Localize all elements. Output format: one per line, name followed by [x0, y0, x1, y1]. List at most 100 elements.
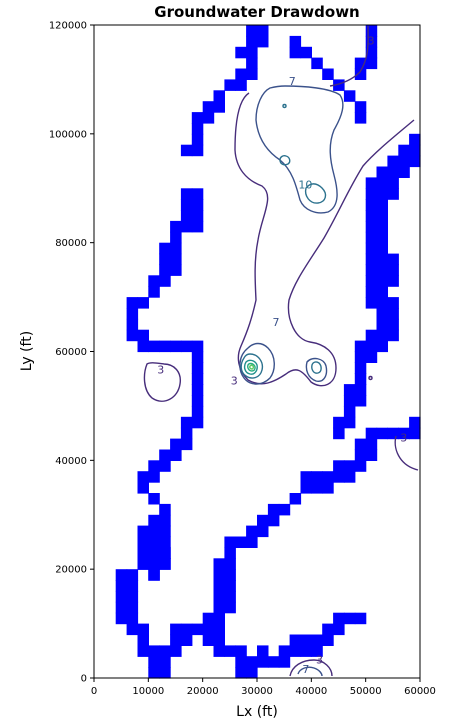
boundary-cell	[148, 558, 160, 570]
boundary-cell	[354, 395, 367, 407]
boundary-cell	[376, 275, 388, 287]
boundary-cell	[180, 623, 193, 636]
boundary-cell	[365, 351, 378, 363]
boundary-cell	[354, 57, 367, 70]
boundary-cell	[300, 645, 312, 657]
x-tick-label: 10000	[132, 686, 164, 697]
x-tick-label: 60000	[404, 686, 436, 697]
boundary-cell	[148, 569, 160, 581]
boundary-cell	[354, 449, 367, 461]
boundary-cell	[246, 57, 258, 70]
boundary-cell	[376, 188, 388, 200]
boundary-cell	[387, 275, 399, 287]
boundary-cell	[246, 656, 258, 668]
boundary-cell	[289, 35, 302, 48]
boundary-cell	[354, 112, 367, 124]
x-axis: 0 10000 20000 30000 40000 50000 60000	[91, 678, 436, 697]
boundary-cell	[343, 460, 356, 472]
contour-lines	[143, 25, 419, 677]
boundary-cell	[257, 25, 269, 37]
boundary-cell	[267, 656, 280, 668]
contour-label: 3	[368, 34, 375, 47]
boundary-cell	[354, 373, 367, 385]
boundary-cell	[191, 362, 204, 374]
contour-10-dot	[282, 103, 287, 109]
boundary-cell	[343, 416, 356, 429]
boundary-cell	[365, 449, 378, 461]
boundary-cell	[180, 144, 193, 157]
y-tick-label: 100000	[49, 129, 87, 140]
boundary-cell	[148, 547, 160, 559]
boundary-cell	[333, 416, 345, 429]
boundary-cell	[300, 482, 312, 494]
boundary-cell	[148, 493, 160, 505]
boundary-cell	[213, 580, 225, 592]
boundary-cell	[224, 645, 236, 657]
boundary-cell	[159, 558, 171, 570]
contour-3-west	[143, 362, 181, 402]
boundary-cell	[365, 177, 378, 189]
boundary-cell	[126, 601, 139, 614]
boundary-cell	[159, 460, 171, 472]
boundary-cell	[409, 427, 421, 440]
boundary-cell	[322, 471, 334, 483]
boundary-cell	[387, 188, 399, 200]
boundary-cell	[300, 634, 312, 646]
boundary-cell	[170, 242, 182, 255]
boundary-cell	[257, 656, 269, 668]
contour-7-south	[297, 666, 323, 677]
boundary-cell	[376, 427, 388, 440]
boundary-cell	[159, 264, 171, 276]
boundary-cell	[159, 645, 171, 657]
boundary-cell	[311, 471, 323, 483]
boundary-cell	[343, 395, 356, 407]
y-tick-label: 60000	[55, 347, 87, 358]
boundary-cell	[148, 514, 160, 527]
boundary-cell	[376, 264, 388, 276]
boundary-cell	[202, 634, 215, 646]
boundary-cell	[246, 68, 258, 80]
boundary-cell	[409, 144, 421, 157]
boundary-cell	[224, 580, 236, 592]
boundary-cell	[376, 220, 388, 233]
boundary-cell	[159, 242, 171, 255]
boundary-cell	[365, 46, 378, 59]
boundary-cell	[213, 558, 225, 570]
boundary-cell	[202, 623, 215, 636]
contour-10-center	[240, 353, 264, 379]
contour-label: 3	[231, 374, 238, 387]
boundary-cell	[387, 308, 399, 320]
boundary-cell	[191, 112, 204, 124]
boundary-cell	[213, 590, 225, 603]
boundary-cell	[246, 525, 258, 538]
contour-label: 7	[302, 663, 309, 676]
boundary-cell	[213, 90, 225, 102]
contour-label: 3	[316, 654, 323, 667]
boundary-cell	[180, 340, 193, 353]
boundary-cell	[115, 569, 128, 581]
boundary-cell	[191, 188, 204, 200]
boundary-cell	[343, 90, 356, 102]
contour-10-small	[279, 155, 291, 166]
boundary-cell	[224, 547, 236, 559]
boundary-cell	[170, 449, 182, 461]
boundary-cell	[387, 166, 399, 178]
boundary-cell	[224, 601, 236, 614]
y-tick-label: 40000	[55, 456, 87, 467]
boundary-cell	[180, 220, 193, 233]
boundary-cell	[170, 634, 182, 646]
boundary-cell	[137, 623, 149, 636]
boundary-cell	[333, 79, 345, 91]
boundary-cell	[191, 395, 204, 407]
boundary-cell	[365, 340, 378, 353]
boundary-cell	[126, 580, 139, 592]
boundary-cell	[170, 340, 182, 353]
boundary-cell	[191, 144, 204, 157]
boundary-cell	[126, 318, 139, 331]
boundary-cell	[191, 384, 204, 396]
boundary-cell	[267, 503, 280, 516]
boundary-cell	[235, 68, 247, 80]
contour-7-east	[305, 357, 328, 382]
boundary-cell	[311, 645, 323, 657]
